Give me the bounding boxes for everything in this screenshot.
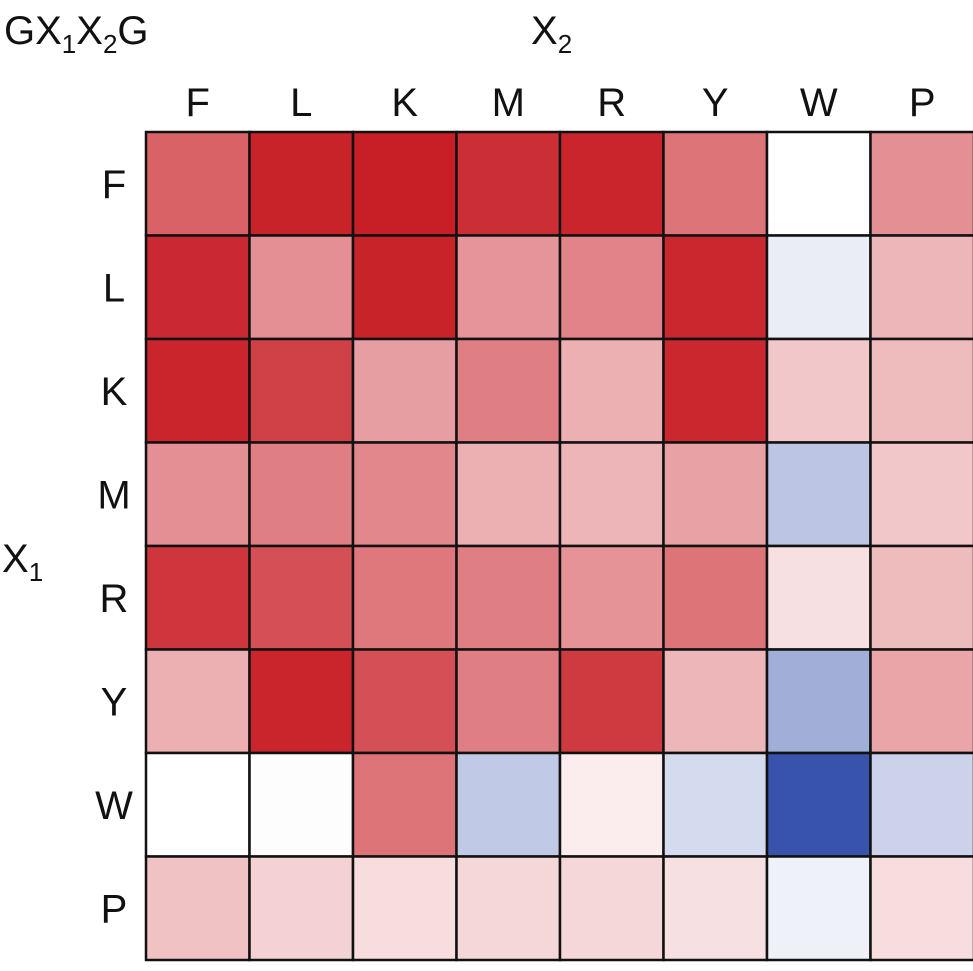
heatmap-cell-R-K <box>351 544 458 651</box>
x-axis-label: X2 <box>531 9 572 59</box>
heatmap-cell-W-P <box>869 751 973 858</box>
x-tick-label-K: K <box>391 81 418 125</box>
chart-title-base: GX <box>4 9 62 53</box>
heatmap-cell-W-M <box>455 751 562 858</box>
heatmap-cell-L-W <box>765 234 872 341</box>
heatmap-cell-Y-Y <box>662 648 769 755</box>
heatmap-cell-Y-W <box>765 648 872 755</box>
x-tick-label-P: P <box>909 81 936 125</box>
heatmap-cell-R-Y <box>662 544 769 651</box>
chart-title-end: G <box>117 9 148 53</box>
heatmap-cell-F-Y <box>662 130 769 237</box>
heatmap-cell-R-F <box>144 544 251 651</box>
y-tick-label-P: P <box>101 887 128 931</box>
heatmap-cell-P-K <box>351 855 458 962</box>
x-axis-label-base: X <box>531 9 558 53</box>
heatmap-cell-F-L <box>248 130 355 237</box>
heatmap-cell-W-W <box>765 751 872 858</box>
heatmap-cell-L-P <box>869 234 973 341</box>
y-tick-label-F: F <box>102 163 126 207</box>
y-tick-label-W: W <box>95 784 133 828</box>
y-tick-label-M: M <box>97 473 130 517</box>
heatmap-cell-M-L <box>248 441 355 548</box>
heatmap-cell-K-Y <box>662 337 769 444</box>
y-tick-label-L: L <box>103 266 125 310</box>
heatmap-cell-F-F <box>144 130 251 237</box>
x-tick-label-Y: Y <box>702 81 729 125</box>
heatmap-cell-Y-L <box>248 648 355 755</box>
heatmap-cell-Y-P <box>869 648 973 755</box>
heatmap-cell-Y-R <box>558 648 665 755</box>
x-tick-label-R: R <box>597 81 626 125</box>
heatmap-cell-P-M <box>455 855 562 962</box>
heatmap-cell-K-W <box>765 337 872 444</box>
y-axis-label-base: X <box>2 537 29 581</box>
heatmap-cell-F-M <box>455 130 562 237</box>
heatmap-cell-L-L <box>248 234 355 341</box>
heatmap-cell-L-F <box>144 234 251 341</box>
heatmap-cell-L-Y <box>662 234 769 341</box>
heatmap-cell-K-P <box>869 337 973 444</box>
heatmap-cell-F-P <box>869 130 973 237</box>
heatmap-cell-P-F <box>144 855 251 962</box>
y-tick-labels: F L K M R Y W P <box>95 163 133 932</box>
heatmap-cell-K-R <box>558 337 665 444</box>
heatmap-cell-F-K <box>351 130 458 237</box>
y-tick-label-Y: Y <box>101 680 128 724</box>
heatmap-cell-K-K <box>351 337 458 444</box>
heatmap-cell-R-M <box>455 544 562 651</box>
heatmap-cell-M-F <box>144 441 251 548</box>
x-tick-label-F: F <box>186 81 210 125</box>
heatmap-cell-W-K <box>351 751 458 858</box>
heatmap-cell-P-R <box>558 855 665 962</box>
heatmap-cell-P-L <box>248 855 355 962</box>
heatmap-cell-L-R <box>558 234 665 341</box>
heatmap-cell-K-F <box>144 337 251 444</box>
y-axis-label: X1 <box>2 537 43 587</box>
heatmap-cell-M-M <box>455 441 562 548</box>
heatmap-cell-R-P <box>869 544 973 651</box>
heatmap-cell-P-W <box>765 855 872 962</box>
chart-title-sub1: 1 <box>62 29 76 59</box>
heatmap-cell-K-M <box>455 337 562 444</box>
heatmap-cell-P-P <box>869 855 973 962</box>
heatmap-cell-Y-K <box>351 648 458 755</box>
heatmap-cell-Y-F <box>144 648 251 755</box>
chart-title: GX1X2G <box>4 9 149 59</box>
y-tick-label-K: K <box>101 370 128 414</box>
heatmap-cell-F-W <box>765 130 872 237</box>
heatmap-cell-M-P <box>869 441 973 548</box>
heatmap-cell-R-R <box>558 544 665 651</box>
x-tick-label-W: W <box>800 81 838 125</box>
heatmap-cell-M-K <box>351 441 458 548</box>
heatmap-cell-M-R <box>558 441 665 548</box>
x-tick-label-M: M <box>492 81 525 125</box>
heatmap-cell-L-M <box>455 234 562 341</box>
heatmap-cell-M-Y <box>662 441 769 548</box>
heatmap-cell-W-L <box>248 751 355 858</box>
heatmap-cell-R-W <box>765 544 872 651</box>
x-axis-label-sub: 2 <box>558 29 572 59</box>
heatmap-cells <box>144 130 973 962</box>
heatmap-cell-P-Y <box>662 855 769 962</box>
heatmap-cell-W-F <box>144 751 251 858</box>
heatmap-cell-Y-M <box>455 648 562 755</box>
x-tick-label-L: L <box>290 81 312 125</box>
chart-title-mid: X <box>76 9 103 53</box>
heatmap-cell-K-L <box>248 337 355 444</box>
heatmap-cell-R-L <box>248 544 355 651</box>
heatmap-cell-F-R <box>558 130 665 237</box>
y-axis-label-sub: 1 <box>29 557 43 587</box>
chart-title-sub2: 2 <box>103 29 117 59</box>
y-tick-label-R: R <box>100 577 129 621</box>
heatmap-cell-L-K <box>351 234 458 341</box>
heatmap-cell-M-W <box>765 441 872 548</box>
heatmap-cell-W-Y <box>662 751 769 858</box>
heatmap-cell-W-R <box>558 751 665 858</box>
